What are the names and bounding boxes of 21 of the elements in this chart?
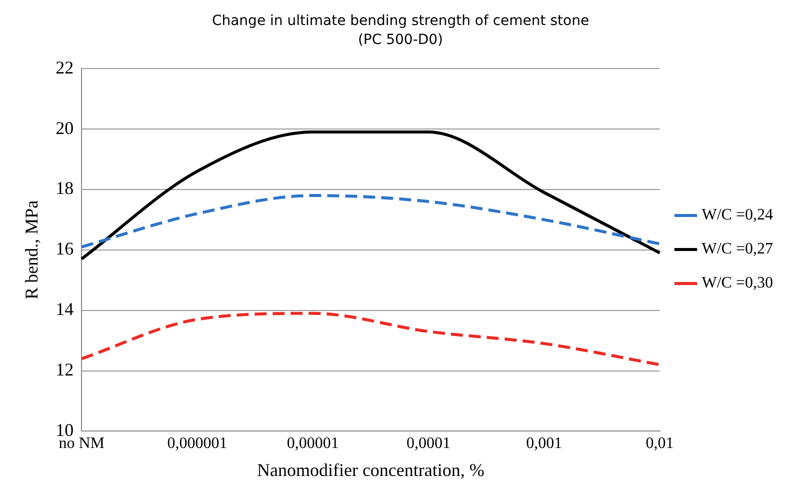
chart-subtitle: (PC 500-D0) [358, 32, 444, 48]
legend-label: W/C =0,27 [702, 240, 774, 258]
chart-title: Change in ultimate bending strength of cement stone [212, 13, 590, 30]
y-tick-label: 16 [56, 238, 74, 259]
y-tick-label: 22 [56, 57, 74, 78]
x-tick-label: 0,000001 [167, 435, 228, 452]
x-tick-label: 0,001 [526, 435, 562, 452]
x-tick-label: 0,0001 [406, 435, 450, 452]
x-tick-label: 0,01 [646, 435, 674, 452]
legend-label: W/C =0,30 [702, 274, 774, 292]
y-tick-label: 12 [56, 360, 74, 380]
y-tick-label: 20 [56, 118, 74, 138]
y-axis-title: R bend., MPa [22, 200, 42, 300]
line-series [80, 194, 662, 248]
y-tick-label: 14 [56, 299, 74, 320]
line-series [80, 130, 662, 260]
legend-label: W/C =0,24 [702, 206, 774, 224]
x-tick-label: 0,00001 [286, 435, 339, 452]
y-tick-label: 18 [56, 178, 74, 198]
x-axis-title: Nanomodifier concentration, % [256, 460, 484, 480]
line-series [80, 312, 662, 366]
